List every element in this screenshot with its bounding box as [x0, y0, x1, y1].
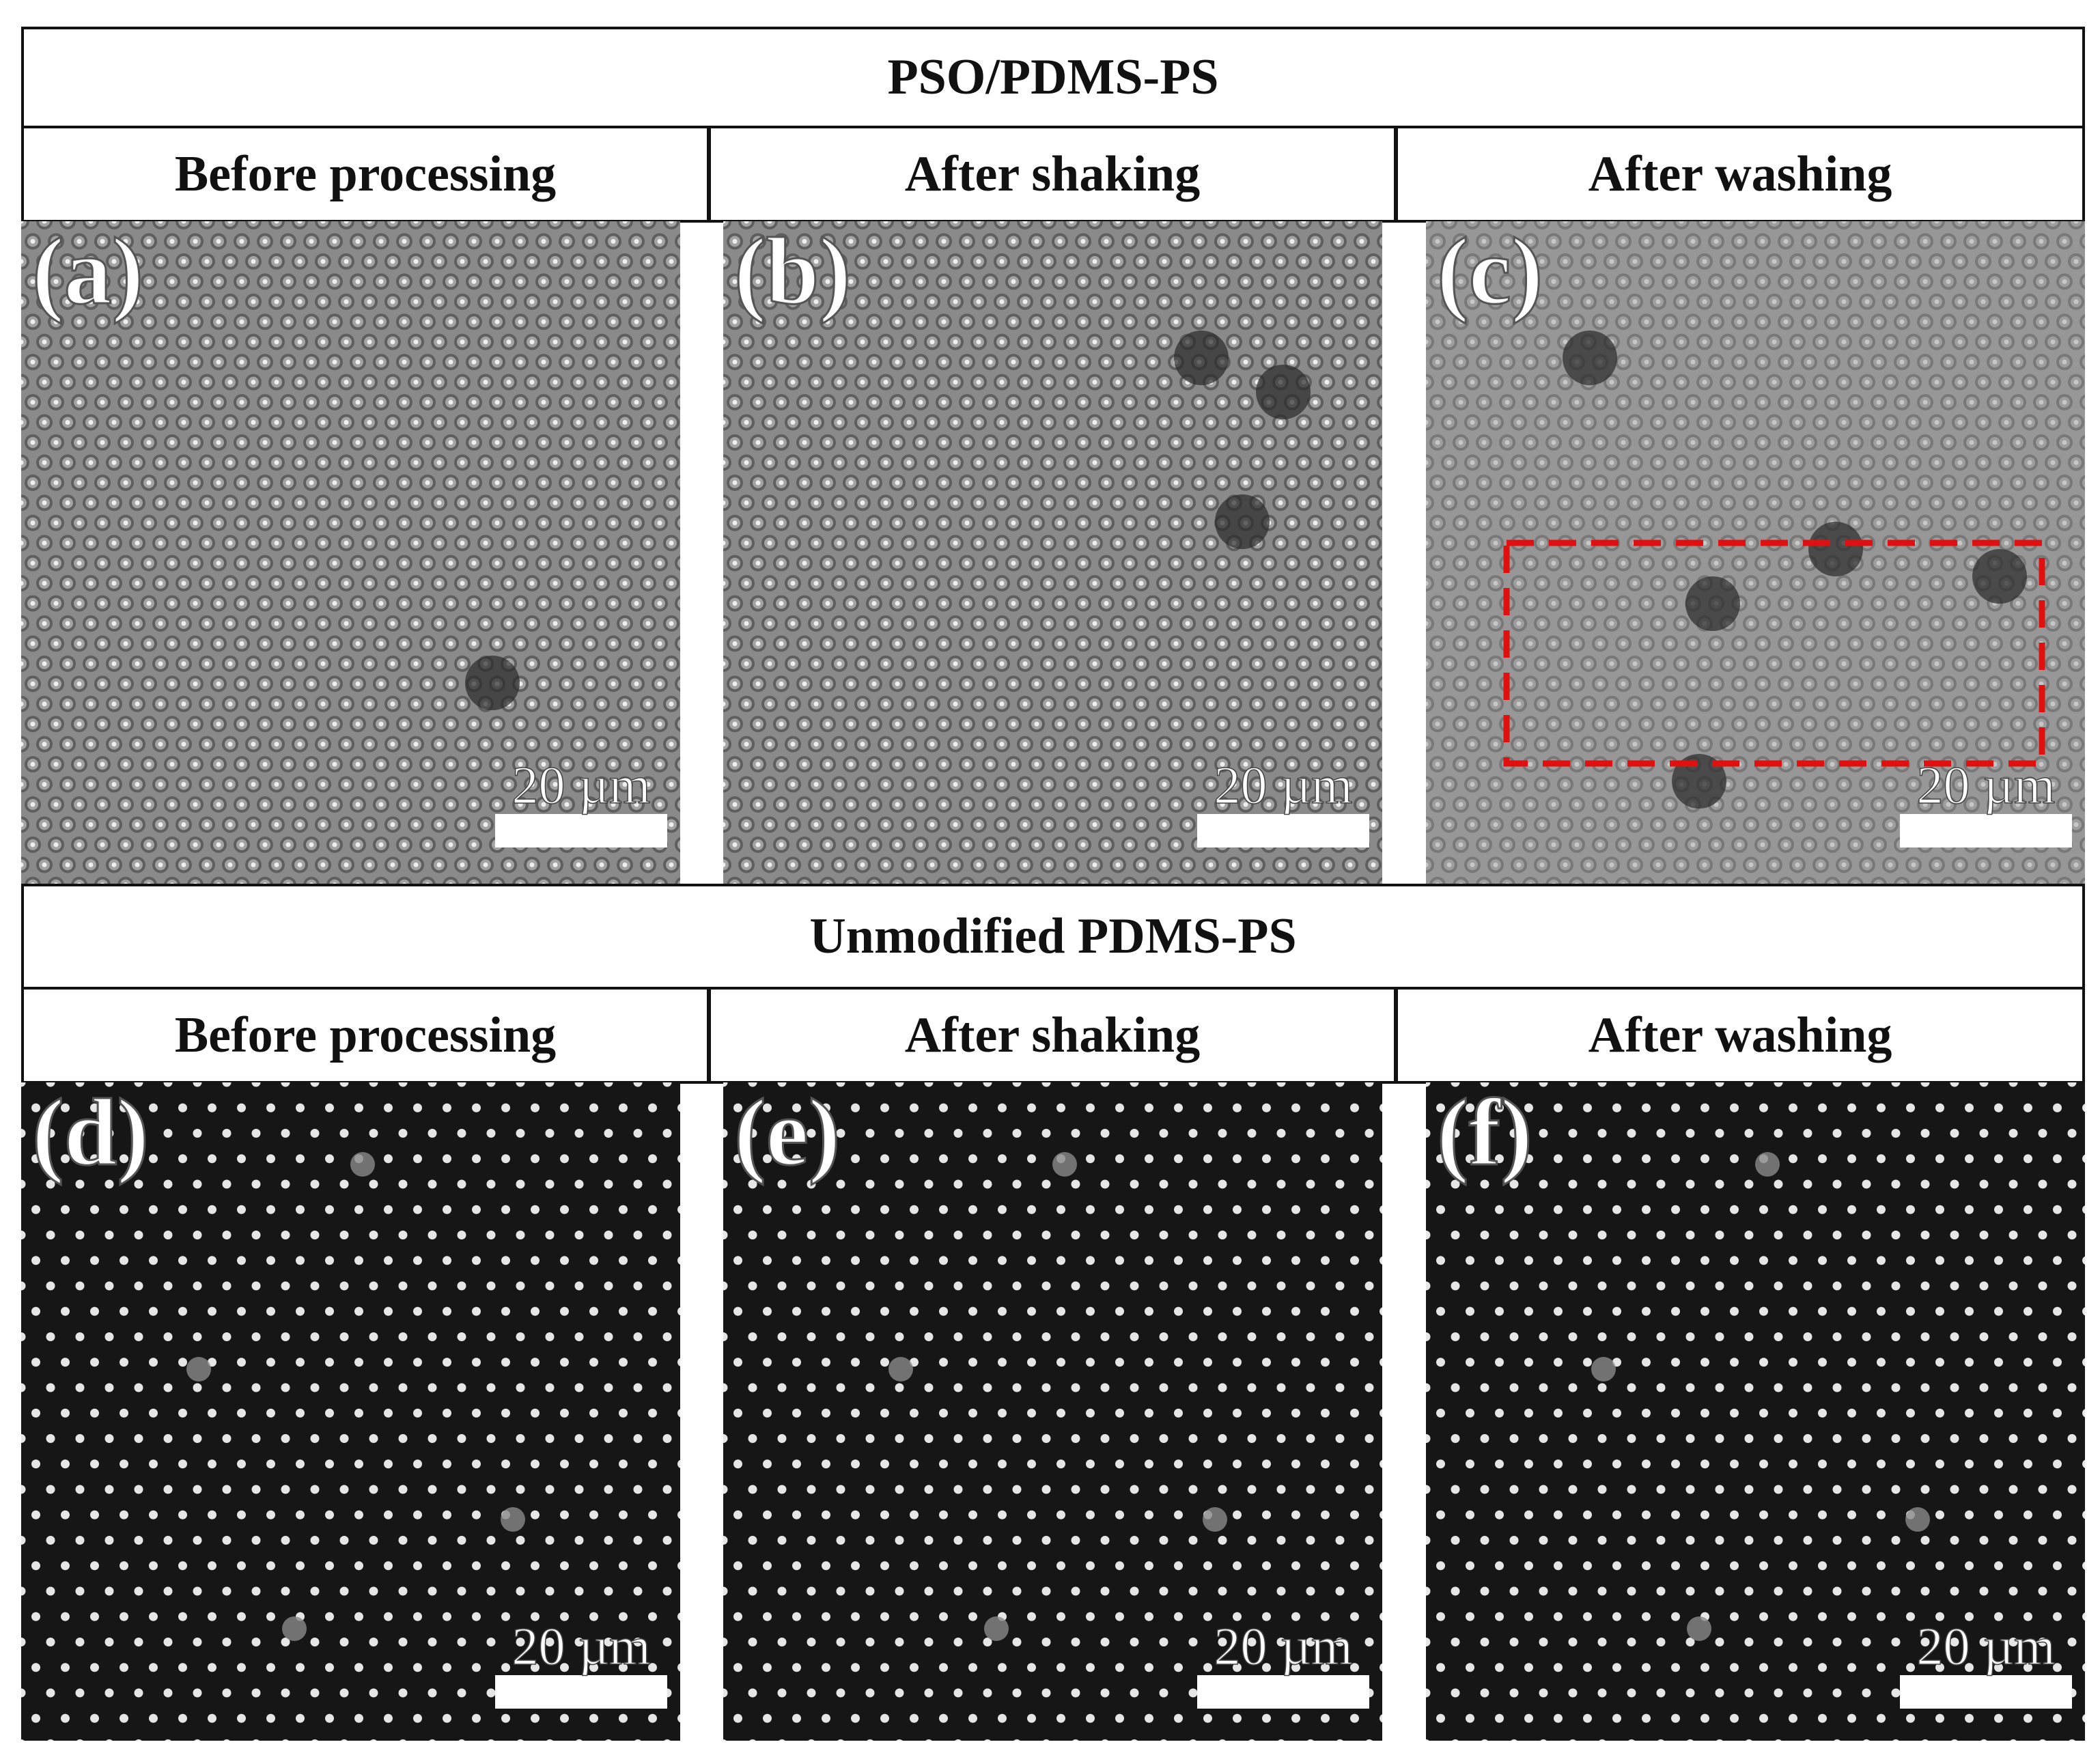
micrograph: (b) 20 µm — [723, 221, 1382, 884]
scale-bar — [1197, 814, 1369, 847]
debris — [1052, 1152, 1077, 1177]
debris — [186, 1357, 211, 1382]
column-header: After washing — [1395, 126, 2085, 223]
debris — [1687, 1616, 1711, 1641]
column-header: After shaking — [708, 987, 1397, 1084]
debris — [888, 1357, 913, 1382]
scale-label: 20 µm — [1214, 1616, 1352, 1676]
particles — [1426, 221, 2085, 884]
panel-label: (a) — [32, 221, 143, 324]
particles — [1426, 1082, 2085, 1741]
dark-spot — [1215, 494, 1270, 549]
section-title: Unmodified PDMS-PS — [21, 884, 2085, 990]
micrograph-panel: (a) 20 µm — [21, 221, 680, 884]
scale-bar — [1197, 1675, 1369, 1709]
debris — [984, 1616, 1009, 1641]
micrograph: (f) 20 µm — [1426, 1082, 2085, 1741]
dark-spot — [1972, 549, 2027, 604]
scale-label: 20 µm — [1916, 1616, 2055, 1676]
micrograph: (d) 20 µm — [21, 1082, 680, 1741]
scale-bar — [1900, 814, 2072, 847]
dark-spot — [1563, 331, 1617, 385]
section-title: PSO/PDMS-PS — [21, 27, 2085, 128]
scale-bar — [495, 1675, 667, 1709]
highlight-box — [1503, 539, 2045, 767]
micrograph-panel: (e) 20 µm — [723, 1082, 1382, 1741]
debris — [350, 1152, 375, 1177]
particles — [21, 1082, 680, 1741]
micrograph-panel: (c) 20 µm — [1426, 221, 2085, 884]
micrograph: (a) 20 µm — [21, 221, 680, 884]
micrograph: (e) 20 µm — [723, 1082, 1382, 1741]
dark-spot — [1174, 331, 1229, 385]
debris — [1755, 1152, 1780, 1177]
micrograph-panel: (f) 20 µm — [1426, 1082, 2085, 1741]
scale-bar — [495, 814, 667, 847]
panel-label: (b) — [734, 221, 851, 324]
scale-label: 20 µm — [512, 755, 650, 815]
micrograph: (c) 20 µm — [1426, 221, 2085, 884]
debris — [1203, 1507, 1227, 1532]
column-header: Before processing — [21, 126, 710, 223]
panel-label: (e) — [734, 1082, 840, 1186]
panel-label: (f) — [1437, 1082, 1532, 1186]
column-header: Before processing — [21, 987, 710, 1084]
dark-spot — [1672, 754, 1726, 809]
dark-spot — [1808, 522, 1863, 576]
micrograph-panel: (b) 20 µm — [723, 221, 1382, 884]
scale-label: 20 µm — [1214, 755, 1352, 815]
dark-spot — [1256, 365, 1311, 419]
particles — [723, 1082, 1382, 1741]
scale-label: 20 µm — [1916, 755, 2055, 815]
panel-label: (d) — [32, 1082, 149, 1186]
micrograph-panel: (d) 20 µm — [21, 1082, 680, 1741]
column-header: After shaking — [708, 126, 1397, 223]
panel-label: (c) — [1437, 221, 1543, 324]
debris — [1591, 1357, 1616, 1382]
particles — [723, 221, 1382, 884]
debris — [501, 1507, 525, 1532]
debris — [1905, 1507, 1930, 1532]
scale-bar — [1900, 1675, 2072, 1709]
dark-spot — [1685, 576, 1740, 631]
particles — [21, 221, 680, 884]
debris — [282, 1616, 307, 1641]
column-header: After washing — [1395, 987, 2085, 1084]
scale-label: 20 µm — [512, 1616, 650, 1676]
dark-spot — [465, 656, 520, 710]
